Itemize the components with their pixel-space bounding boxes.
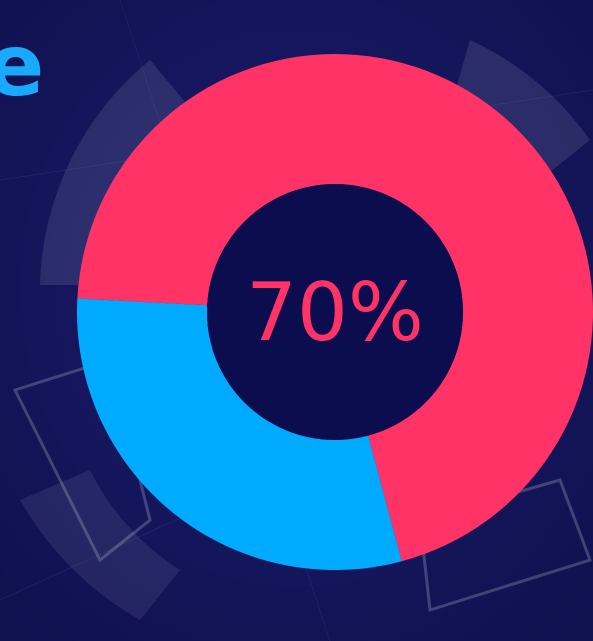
donut-hole bbox=[207, 184, 463, 440]
donut-segment bbox=[76, 298, 402, 570]
donut-segment bbox=[77, 54, 593, 562]
heading: e bbox=[0, 16, 44, 116]
donut-chart: 70% bbox=[76, 54, 593, 570]
center-label: 70% bbox=[246, 266, 424, 359]
